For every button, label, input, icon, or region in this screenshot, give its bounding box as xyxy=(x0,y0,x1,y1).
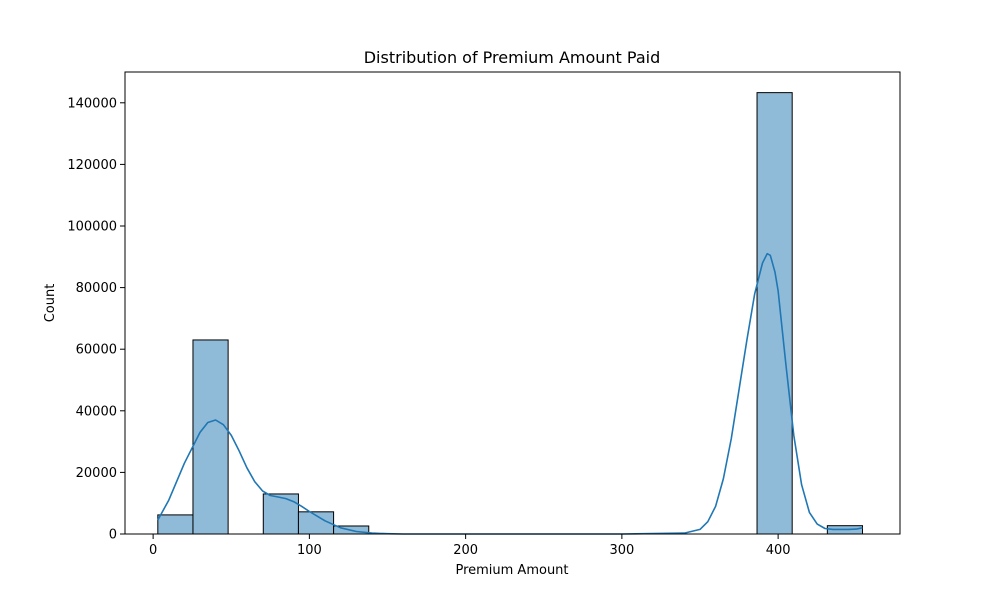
x-axis-ticks: 0 100 200 300 400 xyxy=(149,534,791,558)
histogram-bar-6 xyxy=(756,92,793,535)
y-tick-label: 140000 xyxy=(67,96,117,111)
y-tick-label: 20000 xyxy=(76,466,117,481)
histogram-bar-3 xyxy=(262,493,299,535)
y-tick-label: 40000 xyxy=(76,404,117,419)
y-axis-label: Count xyxy=(43,284,58,323)
histogram-bar-1 xyxy=(157,514,194,535)
x-axis-label: Premium Amount xyxy=(455,563,568,578)
histogram-bar-2 xyxy=(192,339,229,535)
x-tick-label: 300 xyxy=(609,543,634,558)
chart-title: Distribution of Premium Amount Paid xyxy=(364,48,661,67)
x-tick-label: 0 xyxy=(149,543,157,558)
y-axis-ticks: 0 20000 40000 60000 80000 100000 120000 140000 xyxy=(67,96,125,543)
y-tick-label: 60000 xyxy=(76,343,117,358)
y-tick-label: 80000 xyxy=(76,281,117,296)
x-tick-label: 100 xyxy=(297,543,322,558)
histogram-bars xyxy=(157,92,863,535)
y-tick-label: 0 xyxy=(109,528,117,543)
plot-frame xyxy=(124,71,901,535)
x-tick-label: 400 xyxy=(766,543,791,558)
x-tick-label: 200 xyxy=(453,543,478,558)
y-tick-label: 120000 xyxy=(67,158,117,173)
y-tick-label: 100000 xyxy=(67,220,117,235)
